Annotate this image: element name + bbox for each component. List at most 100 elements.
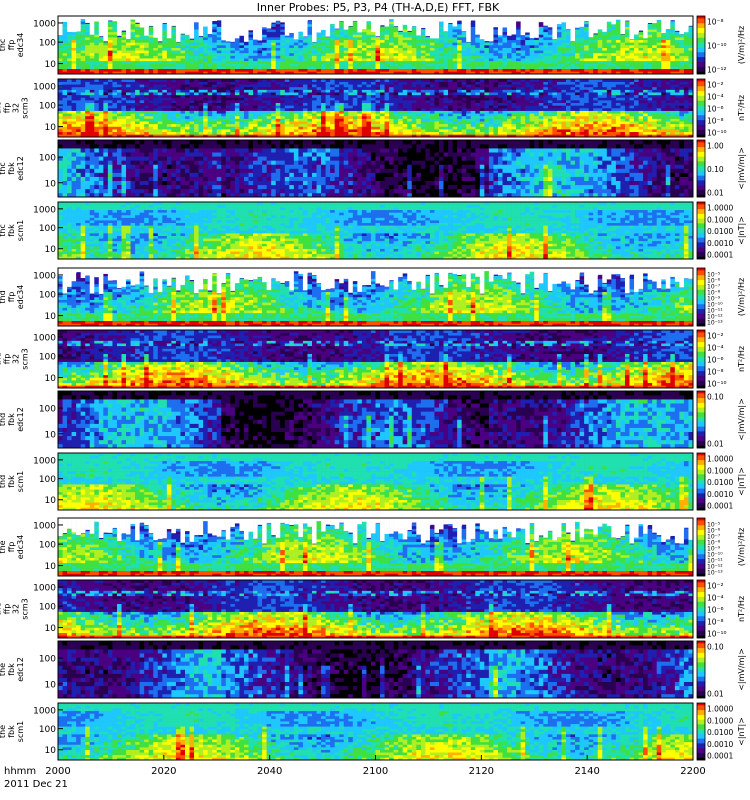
heatmap-cell [453,92,458,95]
heatmap-cell [453,132,458,135]
heatmap-cell [512,50,517,53]
heatmap-cell [185,63,190,66]
heatmap-cell [575,48,580,51]
heatmap-cell [602,42,607,45]
heatmap-cell [480,87,485,90]
heatmap-cell [643,53,648,56]
heatmap-cell [85,29,90,32]
heatmap-cell [103,95,108,98]
heatmap-cell [126,50,131,53]
heatmap-cell [376,124,381,127]
heatmap-cell [162,63,167,66]
heatmap-cell [512,53,517,56]
heatmap-cell [398,61,403,64]
heatmap-cell [616,48,621,51]
data-gap [307,16,312,20]
heatmap-cell [285,50,290,53]
heatmap-cell [430,113,435,116]
heatmap-cell [471,29,476,32]
heatmap-cell [566,111,571,114]
heatmap-cell [249,37,254,40]
heatmap-cell [149,84,154,87]
heatmap-cell [561,48,566,51]
heatmap-cell [675,66,680,69]
heatmap-cell [307,63,312,66]
heatmap-cell [376,111,381,114]
heatmap-cell [493,82,498,85]
heatmap-cell [253,129,258,132]
heatmap-cell [162,45,167,48]
heatmap-cell [412,119,417,122]
heatmap-cell [249,132,254,135]
heatmap-cell [366,29,371,32]
heatmap-cell [94,42,99,45]
heatmap-cell [439,92,444,95]
heatmap-cell [525,92,530,95]
heatmap-cell [348,45,353,48]
heatmap-cell [140,124,145,127]
heatmap-cell [199,42,204,45]
heatmap-cell [620,40,625,43]
heatmap-cell [303,116,308,119]
heatmap-cell [580,56,585,59]
heatmap-cell [81,108,86,111]
heatmap-cell [475,119,480,122]
heatmap-cell [212,63,217,66]
data-gap [385,16,390,27]
heatmap-cell [525,111,530,114]
heatmap-cell [280,84,285,87]
heatmap-cell [439,105,444,108]
heatmap-cell [362,129,367,132]
heatmap-cell [530,100,535,103]
heatmap-cell [670,58,675,61]
heatmap-cell [312,100,317,103]
heatmap-cell [226,126,231,129]
heatmap-cell [416,45,421,48]
heatmap-cell [244,95,249,98]
heatmap-cell [230,42,235,45]
heatmap-cell [180,87,185,90]
heatmap-cell [94,97,99,100]
heatmap-cell [657,29,662,32]
heatmap-cell [117,129,122,132]
heatmap-cell [589,66,594,69]
heatmap-cell [317,126,322,129]
heatmap-cell [212,58,217,61]
heatmap-cell [90,53,95,56]
data-gap [448,16,453,23]
heatmap-cell [194,50,199,53]
heatmap-cell [403,34,408,37]
heatmap-cell [303,126,308,129]
heatmap-cell [348,48,353,51]
heatmap-cell [326,119,331,122]
heatmap-cell [539,100,544,103]
heatmap-cell [466,84,471,87]
heatmap-cell [425,50,430,53]
heatmap-cell [190,53,195,56]
heatmap-cell [67,124,72,127]
heatmap-cell [462,48,467,51]
heatmap-cell [516,119,521,122]
heatmap-cell [212,21,217,24]
heatmap-cell [135,92,140,95]
heatmap-cell [212,48,217,51]
heatmap-cell [475,45,480,48]
heatmap-cell [475,132,480,135]
heatmap-cell [434,100,439,103]
heatmap-cell [289,121,294,124]
heatmap-cell [416,42,421,45]
heatmap-cell [611,34,616,37]
heatmap-cell [498,129,503,132]
heatmap-cell [480,42,485,45]
heatmap-cell [135,95,140,98]
heatmap-cell [280,132,285,135]
heatmap-cell [593,40,598,43]
heatmap-cell [666,63,671,66]
heatmap-cell [484,56,489,59]
heatmap-cell [557,119,562,122]
heatmap-cell [425,111,430,114]
heatmap-cell [90,63,95,66]
heatmap-cell [339,45,344,48]
heatmap-cell [262,29,267,32]
heatmap-cell [126,116,131,119]
